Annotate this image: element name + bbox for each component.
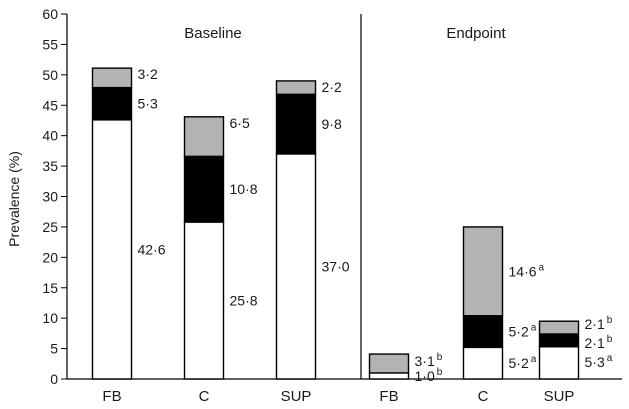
- category-label-sup: SUP: [544, 388, 575, 405]
- bar-top-baseline-c: [183, 116, 225, 158]
- data-label-middle-sup: a: [531, 323, 537, 334]
- bar-top-endpoint-fb: [368, 353, 410, 374]
- y-tick-label: 55: [42, 36, 58, 52]
- data-label-top: 6·5: [230, 115, 250, 131]
- y-tick-label: 45: [42, 97, 58, 113]
- bar-bottom-endpoint-c: [462, 346, 504, 380]
- data-label-bottom: 5·3: [585, 354, 605, 370]
- bar-bottom-baseline-sup: [275, 153, 317, 380]
- y-axis-title: Prevalence (%): [6, 151, 22, 247]
- data-label-middle-sup: b: [607, 334, 613, 345]
- y-tick-label: 5: [50, 341, 58, 357]
- category-label-c: C: [478, 388, 489, 405]
- panel-title-endpoint: Endpoint: [446, 25, 506, 42]
- y-tick-label: 15: [42, 280, 58, 296]
- bar-middle-endpoint-sup: [538, 333, 580, 348]
- bar-bottom-endpoint-sup: [538, 346, 580, 380]
- data-label-middle: 10·8: [230, 181, 258, 197]
- panel-title-baseline: Baseline: [184, 25, 242, 42]
- bar-top-endpoint-sup: [538, 320, 580, 335]
- bar-bottom-endpoint-fb: [368, 372, 410, 380]
- data-label-bottom: 37·0: [322, 258, 350, 274]
- data-label-bottom: 5·2: [509, 355, 529, 371]
- y-tick-label: 10: [42, 310, 58, 326]
- data-label-bottom: 1·0: [415, 368, 435, 384]
- y-axis-ticks: 0 5 10 15 20 25 30 35 40 45 50 55 60: [42, 6, 67, 387]
- data-label-middle: 2·1: [585, 335, 605, 351]
- y-tick-label: 40: [42, 128, 58, 144]
- data-label-middle: 5·2: [509, 324, 529, 340]
- data-label-bottom: 42·6: [138, 241, 166, 257]
- category-label-c: C: [199, 388, 210, 405]
- bar-top-endpoint-c: [462, 226, 504, 317]
- y-tick-label: 0: [50, 371, 58, 387]
- y-tick-label: 35: [42, 158, 58, 174]
- data-label-top: 2·2: [322, 79, 342, 95]
- data-labels: 42·65·33·225·810·86·537·09·82·23·1 b1·0 b5…: [138, 66, 613, 384]
- data-label-top: 2·1: [585, 316, 605, 332]
- y-tick-label: 60: [42, 6, 58, 22]
- y-tick-label: 20: [42, 249, 58, 265]
- data-label-middle: 9·8: [322, 116, 342, 132]
- data-label-top: 3·2: [138, 66, 158, 82]
- bars: [91, 67, 580, 380]
- y-tick-label: 50: [42, 67, 58, 83]
- data-label-top-sup: b: [607, 315, 613, 326]
- category-labels: FB C SUP FB C SUP: [102, 388, 574, 405]
- y-tick-label: 25: [42, 219, 58, 235]
- bar-middle-endpoint-c: [462, 315, 504, 349]
- bar-middle-baseline-fb: [91, 86, 133, 121]
- data-label-middle: 5·3: [138, 96, 158, 112]
- category-label-fb: FB: [379, 388, 398, 405]
- bar-top-baseline-fb: [91, 67, 133, 89]
- data-label-bottom-sup: b: [437, 367, 443, 378]
- bar-middle-baseline-c: [183, 155, 225, 223]
- data-label-top-sup: b: [437, 352, 443, 363]
- data-label-top-sup: a: [539, 262, 545, 273]
- y-tick-label: 30: [42, 189, 58, 205]
- panel-titles: Baseline Endpoint: [184, 25, 506, 42]
- bar-top-baseline-sup: [275, 80, 317, 95]
- bar-bottom-baseline-fb: [91, 119, 133, 380]
- data-label-top: 14·6: [509, 263, 537, 279]
- data-label-bottom: 25·8: [230, 293, 258, 309]
- data-label-top: 3·1: [415, 353, 435, 369]
- category-label-sup: SUP: [281, 388, 312, 405]
- data-label-bottom-sup: a: [531, 354, 537, 365]
- category-label-fb: FB: [102, 388, 121, 405]
- data-label-bottom-sup: a: [607, 353, 613, 364]
- bar-middle-baseline-sup: [275, 93, 317, 155]
- bar-bottom-baseline-c: [183, 221, 225, 380]
